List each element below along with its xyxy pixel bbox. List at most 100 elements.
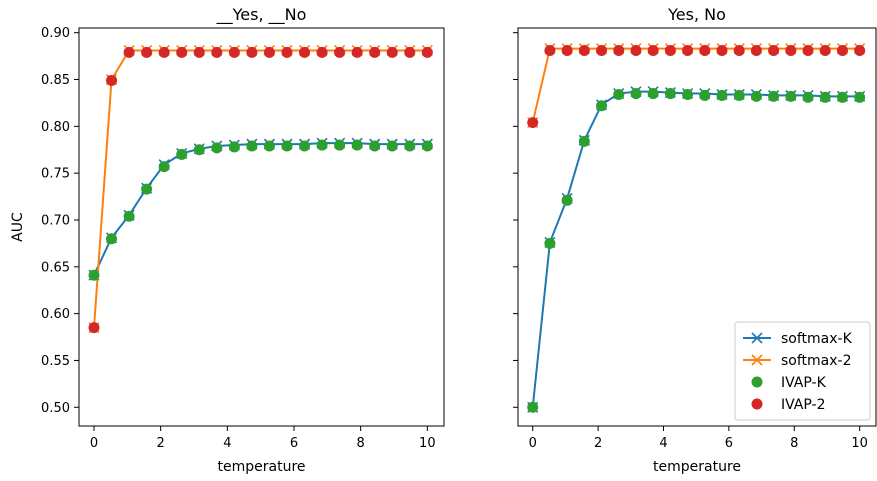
x-tick-label: 8 [357, 436, 365, 451]
data-point-dot [158, 46, 170, 58]
x-tick-label: 6 [725, 436, 733, 451]
data-point-dot [527, 117, 539, 129]
data-point-dot [647, 44, 659, 56]
data-point-dot [263, 140, 275, 152]
data-point-dot [386, 140, 398, 152]
data-point-dot [854, 44, 866, 56]
data-point-dot [421, 46, 433, 58]
data-point-dot [664, 88, 676, 100]
data-point-dot [106, 233, 118, 245]
legend-label: IVAP-2 [781, 397, 825, 413]
data-point-dot [682, 44, 694, 56]
data-point-dot [750, 44, 762, 56]
x-tick-label: 4 [659, 436, 667, 451]
y-tick-label: 0.90 [41, 26, 70, 41]
data-point-dot [88, 322, 100, 334]
x-tick-label: 0 [90, 436, 98, 451]
x-tick-label: 2 [157, 436, 165, 451]
data-point-dot [544, 237, 556, 249]
data-point-dot [316, 139, 328, 151]
y-axis-label: AUC [10, 212, 26, 242]
data-point-dot [664, 44, 676, 56]
axes-frame [517, 27, 877, 427]
data-point-dot [785, 90, 797, 102]
data-point-dot [369, 140, 381, 152]
legend: softmax-K softmax-2 IVAP-K IVAP-2 [734, 321, 871, 421]
data-point-dot [682, 88, 694, 100]
x-tick-label: 10 [419, 436, 436, 451]
x-tick-label: 2 [594, 436, 602, 451]
data-point-dot [596, 100, 608, 112]
axes-frame [78, 27, 445, 427]
data-point-dot [193, 144, 205, 156]
data-point-dot [228, 141, 240, 153]
x-tick-label: 10 [851, 436, 868, 451]
data-point-dot [544, 44, 556, 56]
data-point-dot [351, 139, 363, 151]
legend-label: softmax-2 [781, 353, 852, 369]
data-point-dot [404, 46, 416, 58]
data-point-dot [630, 88, 642, 100]
data-point-dot [647, 88, 659, 100]
legend-label: IVAP-K [781, 375, 827, 391]
data-point-dot [836, 91, 848, 103]
data-point-dot [819, 44, 831, 56]
data-point-dot [716, 89, 728, 101]
legend-marker-dot [751, 398, 763, 410]
data-point-dot [578, 135, 590, 147]
data-point-dot [193, 46, 205, 58]
series-IVAP-2 [527, 44, 866, 129]
plot-area [527, 43, 866, 413]
data-point-dot [733, 89, 745, 101]
subplot-1: __Yes, __No 0 2 4 6 8 10 0.50 0.55 0.60 0.65 0.70 0.… [10, 5, 445, 475]
data-point-dot [421, 140, 433, 152]
data-point-dot [561, 44, 573, 56]
y-tick-label: 0.70 [41, 213, 70, 228]
data-point-dot [316, 46, 328, 58]
data-point-dot [802, 91, 814, 103]
series-line [531, 47, 860, 123]
x-axis-label: temperature [218, 459, 306, 475]
data-point-dot [299, 140, 311, 152]
data-point-dot [785, 44, 797, 56]
data-point-dot [854, 91, 866, 103]
data-point-dot [351, 46, 363, 58]
data-point-dot [613, 88, 625, 100]
series-IVAP-K [527, 88, 866, 413]
chart-title: __Yes, __No [216, 5, 307, 25]
x-tick-label: 0 [529, 436, 537, 451]
data-point-dot [281, 46, 293, 58]
subplot-2: Yes, No0 2 4 6 8 10temperaturesoftmax-Ksoftma… [513, 5, 877, 475]
data-point-dot [158, 161, 170, 173]
data-point-dot [281, 140, 293, 152]
y-tick-label: 0.55 [41, 354, 70, 369]
data-point-dot [334, 139, 346, 151]
y-tick-label: 0.80 [41, 120, 70, 135]
data-point-dot [228, 46, 240, 58]
y-tick-label: 0.60 [41, 307, 70, 322]
data-point-dot [123, 46, 135, 58]
x-axis-label: temperature [653, 459, 741, 475]
series-softmax-K [88, 137, 433, 281]
y-tick-label: 0.50 [41, 401, 70, 416]
data-point-dot [263, 46, 275, 58]
series-softmax-2 [88, 44, 433, 334]
data-point-dot [527, 401, 539, 413]
series-IVAP-K [88, 139, 433, 281]
data-point-dot [176, 148, 188, 160]
data-point-dot [596, 44, 608, 56]
data-point-dot [768, 90, 780, 102]
data-point-dot [561, 194, 573, 206]
data-point-dot [334, 46, 346, 58]
series-softmax-2 [527, 43, 866, 129]
data-point-dot [246, 46, 258, 58]
data-point-dot [716, 44, 728, 56]
chart-title: Yes, No [667, 5, 726, 24]
legend-marker-x [751, 332, 763, 344]
data-point-dot [211, 46, 223, 58]
series-IVAP-2 [88, 46, 433, 334]
legend-marker-x [751, 354, 763, 366]
data-point-dot [578, 44, 590, 56]
data-point-dot [699, 89, 711, 101]
